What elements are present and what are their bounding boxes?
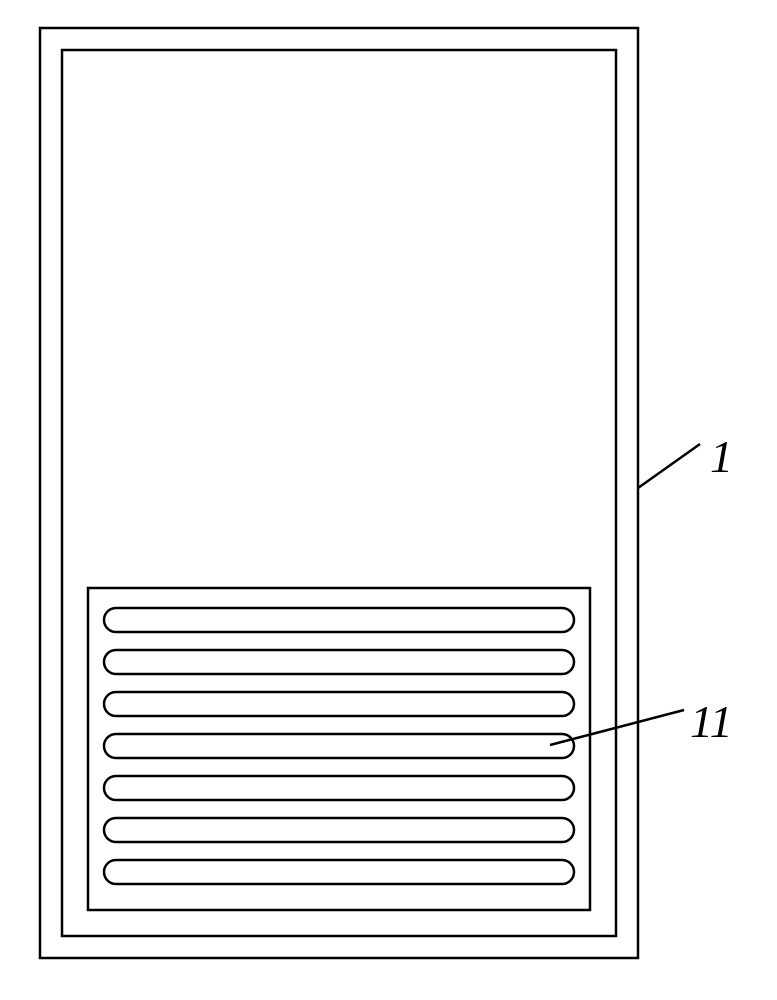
grille-slot <box>104 608 574 632</box>
grille-slot <box>104 692 574 716</box>
leader-line-1 <box>638 444 700 488</box>
grille-slot <box>104 734 574 758</box>
grille-slot <box>104 860 574 884</box>
label-11: 11 <box>690 695 733 748</box>
grille-slot <box>104 776 574 800</box>
grille-frame <box>88 588 590 910</box>
grille-slot <box>104 650 574 674</box>
inner-frame <box>62 50 616 936</box>
grille-slot <box>104 818 574 842</box>
technical-diagram <box>0 0 777 1000</box>
label-1: 1 <box>710 430 733 483</box>
